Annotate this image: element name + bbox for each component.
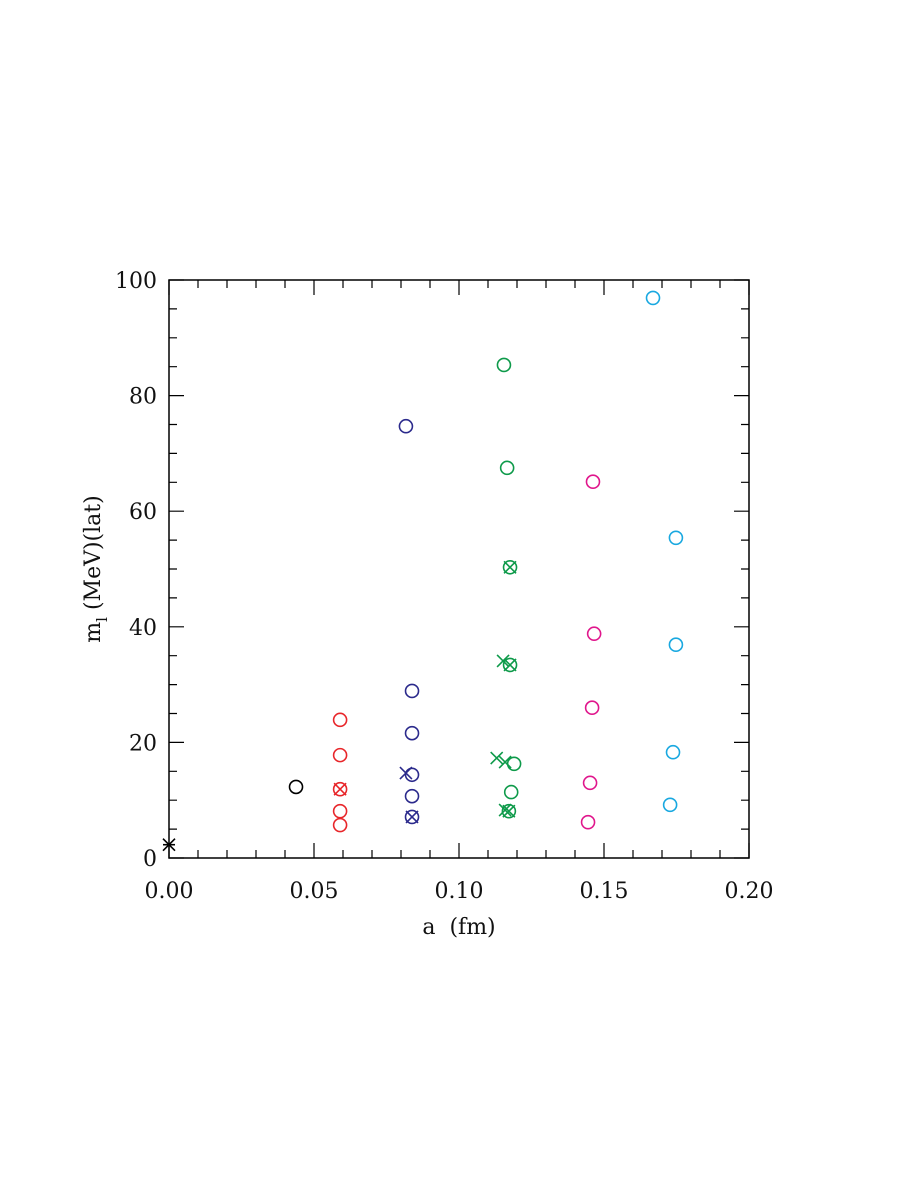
point [332, 781, 348, 797]
point [288, 779, 304, 795]
point [498, 755, 512, 769]
marker-circle [404, 809, 420, 825]
point [404, 725, 420, 741]
point [502, 559, 518, 575]
marker-circle [503, 784, 519, 800]
marker-circle [580, 814, 596, 830]
marker-circle [584, 700, 600, 716]
marker-cross [490, 751, 504, 765]
point [582, 775, 598, 791]
y-tick-label: 40 [129, 616, 157, 641]
point [332, 712, 348, 728]
y-tick-label: 0 [143, 847, 157, 872]
x-tick-label: 0.10 [435, 879, 484, 904]
marker-circle [668, 530, 684, 546]
y-tick-label: 60 [129, 500, 157, 525]
marker-circle [288, 779, 304, 795]
marker-circle [502, 657, 518, 673]
point [503, 784, 519, 800]
point [404, 767, 420, 783]
marker-circle [506, 756, 522, 772]
y-label-sub: l [93, 617, 111, 622]
x-tick-label: 0.20 [725, 879, 774, 904]
marker-circle [502, 559, 518, 575]
point [332, 747, 348, 763]
y-label-main: m [81, 622, 106, 643]
point [332, 817, 348, 833]
point [586, 626, 602, 642]
y-tick-label: 100 [115, 269, 157, 294]
marker-circle [585, 474, 601, 490]
point [404, 809, 420, 825]
point [662, 797, 678, 813]
marker-circle [662, 797, 678, 813]
marker-cross [399, 766, 413, 780]
marker-circle [668, 637, 684, 653]
marker-cross [496, 654, 510, 668]
x-tick-label: 0.00 [145, 879, 194, 904]
marker-cross [498, 755, 512, 769]
point [496, 357, 512, 373]
point [496, 654, 510, 668]
marker-circle [404, 725, 420, 741]
marker-circle [332, 817, 348, 833]
point [501, 803, 517, 819]
marker-circle [332, 803, 348, 819]
y-tick-label: 80 [129, 385, 157, 410]
point [332, 803, 348, 819]
y-axis-label: ml (MeV)(lat) [81, 495, 111, 642]
point [398, 418, 414, 434]
marker-cross [503, 560, 517, 574]
point [162, 838, 176, 852]
point [490, 751, 504, 765]
marker-circle [404, 683, 420, 699]
marker-circle [499, 460, 515, 476]
plot-frame [168, 279, 750, 859]
marker-circle [332, 747, 348, 763]
marker-circle [586, 626, 602, 642]
point [668, 637, 684, 653]
point [580, 814, 596, 830]
x-tick-label: 0.05 [290, 879, 339, 904]
marker-cross [405, 810, 419, 824]
marker-circle [665, 744, 681, 760]
marker-circle [404, 767, 420, 783]
point [502, 657, 518, 673]
x-axis-label: a (fm) [422, 915, 495, 940]
point [645, 290, 661, 306]
marker-cross [498, 803, 512, 817]
y-tick-label: 20 [129, 731, 157, 756]
marker-cross [502, 804, 516, 818]
marker-circle [404, 788, 420, 804]
point [585, 474, 601, 490]
marker-circle [582, 775, 598, 791]
point [404, 683, 420, 699]
point [399, 766, 413, 780]
marker-cross [333, 782, 347, 796]
marker-circle [496, 357, 512, 373]
x-tick-label: 0.15 [580, 879, 629, 904]
point [499, 460, 515, 476]
marker-circle [398, 418, 414, 434]
point [404, 788, 420, 804]
point [665, 744, 681, 760]
point [668, 530, 684, 546]
marker-cross [503, 658, 517, 672]
y-label-rest: (MeV)(lat) [81, 495, 106, 617]
marker-circle [645, 290, 661, 306]
point [506, 756, 522, 772]
point [584, 700, 600, 716]
marker-circle [332, 781, 348, 797]
marker-circle [332, 712, 348, 728]
point [498, 803, 512, 817]
marker-circle [501, 803, 517, 819]
